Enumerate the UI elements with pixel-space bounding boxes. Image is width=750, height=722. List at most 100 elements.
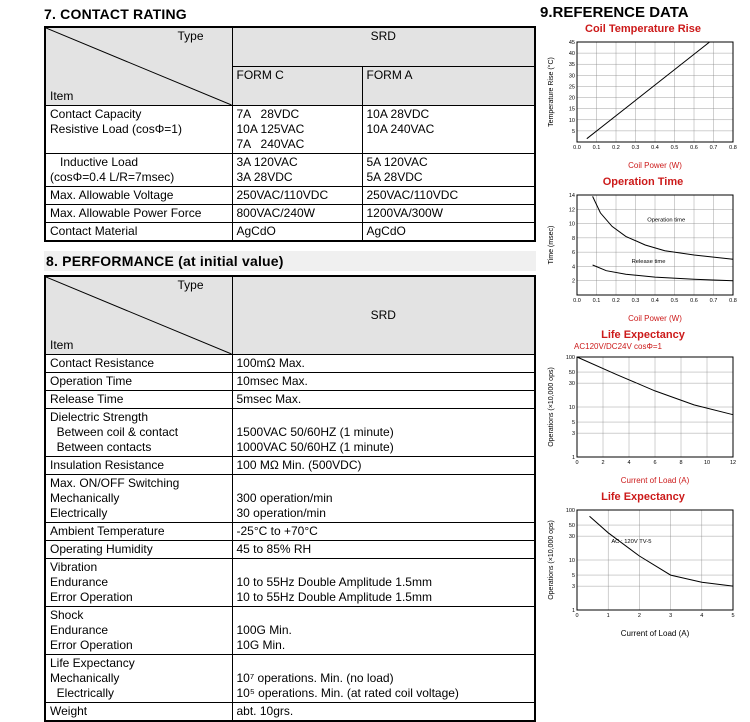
svg-text:0.2: 0.2 — [612, 298, 620, 304]
item-cell: Shock Endurance Error Operation — [44, 606, 233, 655]
svg-text:Operations (×10,000 ops): Operations (×10,000 ops) — [548, 520, 555, 600]
table-row: Life Expectancy Mechanically Electricall… — [44, 654, 536, 703]
table-row: Max. Allowable Voltage 250VAC/110VDC 250… — [44, 186, 536, 205]
svg-text:Temperature Rise (°C): Temperature Rise (°C) — [547, 57, 555, 127]
svg-text:Current of Load (A): Current of Load (A) — [621, 476, 690, 485]
header-row: Type Item SRD — [44, 275, 536, 355]
table-row: Shock Endurance Error Operation 100G Min… — [44, 606, 536, 655]
form-c-cell: AgCdO — [231, 222, 363, 242]
life-expectancy-tv5-plot: 0 1 2 3 4 5 1 3 5 10 30 50 100 AC : 120V TV-5 Current … — [540, 504, 746, 642]
svg-text:0.7: 0.7 — [710, 145, 718, 151]
svg-text:1: 1 — [572, 608, 575, 614]
item-cell: Insulation Resistance — [44, 456, 233, 475]
value-cell: 10 to 55Hz Double Amplitude 1.5mm 10 to … — [231, 558, 536, 607]
item-cell: Weight — [44, 702, 233, 722]
value-cell: 5msec Max. — [231, 390, 536, 409]
item-cell: Max. Allowable Voltage — [44, 186, 233, 205]
chart-title: Life Expectancy — [601, 491, 685, 503]
svg-text:0.0: 0.0 — [573, 145, 581, 151]
svg-text:5: 5 — [572, 129, 575, 135]
contact-rating-table: Type Item SRD FORM C FORM A Contact Capa… — [44, 26, 536, 242]
form-a-cell: 250VAC/110VDC — [361, 186, 536, 205]
form-c-cell: 3A 120VAC 3A 28VDC — [231, 153, 363, 187]
form-a-cell: 10A 28VDC 10A 240VAC — [361, 105, 536, 154]
svg-text:10: 10 — [569, 118, 575, 124]
svg-text:100: 100 — [566, 355, 575, 361]
chart-title: Life Expectancy — [601, 329, 685, 341]
svg-text:4: 4 — [572, 264, 575, 270]
svg-text:Current of Load (A): Current of Load (A) — [621, 629, 690, 638]
svg-text:Operations (×10,000 ops): Operations (×10,000 ops) — [548, 367, 555, 447]
item-label: Item — [50, 338, 74, 352]
svg-text:6: 6 — [653, 460, 656, 466]
header-row-group: Type Item SRD — [44, 26, 536, 106]
form-c-cell: 250VAC/110VDC — [231, 186, 363, 205]
form-c-cell: 7A 28VDC 10A 125VAC 7A 240VAC — [231, 105, 363, 154]
value-cell: abt. 10grs. — [231, 702, 536, 722]
svg-text:4: 4 — [627, 460, 630, 466]
table-row: Max. Allowable Power Force 800VAC/240W 1… — [44, 204, 536, 223]
svg-text:0.2: 0.2 — [612, 145, 620, 151]
item-cell: Contact Material — [44, 222, 233, 242]
table-row: Dielectric Strength Between coil & conta… — [44, 408, 536, 457]
value-cell: 100G Min. 10G Min. — [231, 606, 536, 655]
table-row: Weight abt. 10grs. — [44, 702, 536, 722]
coil-temperature-rise-plot: 0.0 0.1 0.2 0.3 0.4 0.5 0.6 0.7 0.8 5 10 15 20 25 30 35… — [540, 36, 746, 174]
svg-text:30: 30 — [569, 381, 575, 387]
svg-text:2: 2 — [601, 460, 604, 466]
svg-text:0.5: 0.5 — [671, 298, 679, 304]
svg-text:40: 40 — [569, 51, 575, 57]
svg-text:3: 3 — [669, 613, 672, 619]
value-cell: 1500VAC 50/60HZ (1 minute) 1000VAC 50/60… — [231, 408, 536, 457]
svg-text:3: 3 — [572, 584, 575, 590]
diagonal-divider — [46, 28, 232, 105]
table-row: Ambient Temperature -25°C to +70°C — [44, 522, 536, 541]
svg-text:Coil Power (W): Coil Power (W) — [628, 161, 682, 170]
item-label: Item — [50, 89, 74, 103]
svg-text:0.6: 0.6 — [690, 145, 698, 151]
item-cell: Max. ON/OFF Switching Mechanically Elect… — [44, 474, 233, 523]
table-row: Contact Capacity Resistive Load (cosΦ=1)… — [44, 105, 536, 154]
item-cell: Operation Time — [44, 372, 233, 391]
performance-corner-cell: Type Item — [44, 275, 233, 355]
svg-text:25: 25 — [569, 84, 575, 90]
svg-text:0.3: 0.3 — [632, 298, 640, 304]
svg-text:0.0: 0.0 — [573, 298, 581, 304]
item-cell: Vibration Endurance Error Operation — [44, 558, 233, 607]
svg-text:30: 30 — [569, 73, 575, 79]
table-row: Contact Resistance 100mΩ Max. — [44, 354, 536, 373]
chart-life-expectancy-tv5: Life Expectancy 0 1 2 3 4 5 1 3 5 10 30 50 100 AC : 1… — [540, 491, 746, 642]
chart-coil-temperature-rise: Coil Temperature Rise 0.0 0.1 0.2 0.3 0.4 0.5… — [540, 23, 746, 174]
contact-rating-corner-cell: Type Item — [44, 26, 233, 106]
value-cell: 10⁷ operations. Min. (no load) 10⁵ opera… — [231, 654, 536, 703]
value-cell: 100mΩ Max. — [231, 354, 536, 373]
item-cell: Operating Humidity — [44, 540, 233, 559]
chart-subtitle: AC120V/DC24V cosΦ=1 — [574, 342, 662, 351]
form-c-header: FORM C — [231, 66, 363, 106]
svg-text:2: 2 — [638, 613, 641, 619]
value-cell: 100 MΩ Min. (500VDC) — [231, 456, 536, 475]
value-cell: 45 to 85% RH — [231, 540, 536, 559]
life-expectancy-resistive-plot: 0 2 4 6 8 10 12 1 3 5 10 30 50 100 Current of Load (A)… — [540, 351, 746, 489]
svg-text:5: 5 — [731, 613, 734, 619]
svg-text:15: 15 — [569, 107, 575, 113]
form-a-header: FORM A — [361, 66, 536, 106]
value-cell: 10msec Max. — [231, 372, 536, 391]
chart-title: Coil Temperature Rise — [585, 23, 701, 35]
svg-text:0.8: 0.8 — [729, 298, 737, 304]
svg-text:3: 3 — [572, 431, 575, 437]
table-row: Operation Time 10msec Max. — [44, 372, 536, 391]
svg-text:6: 6 — [572, 250, 575, 256]
form-a-cell: 5A 120VAC 5A 28VDC — [361, 153, 536, 187]
type-label: Type — [177, 29, 204, 43]
svg-text:50: 50 — [569, 523, 575, 529]
svg-text:0.3: 0.3 — [632, 145, 640, 151]
item-cell: Ambient Temperature — [44, 522, 233, 541]
performance-table: Type Item SRD Contact Resistance 100mΩ M… — [44, 275, 536, 722]
svg-text:100: 100 — [566, 508, 575, 514]
chart-life-expectancy-resistive: Life Expectancy AC120V/DC24V cosΦ=1 0 2 4 6… — [540, 329, 746, 489]
form-a-cell: AgCdO — [361, 222, 536, 242]
contact-rating-heading: 7. CONTACT RATING — [44, 6, 187, 22]
svg-text:10: 10 — [569, 558, 575, 564]
item-cell: Contact Resistance — [44, 354, 233, 373]
